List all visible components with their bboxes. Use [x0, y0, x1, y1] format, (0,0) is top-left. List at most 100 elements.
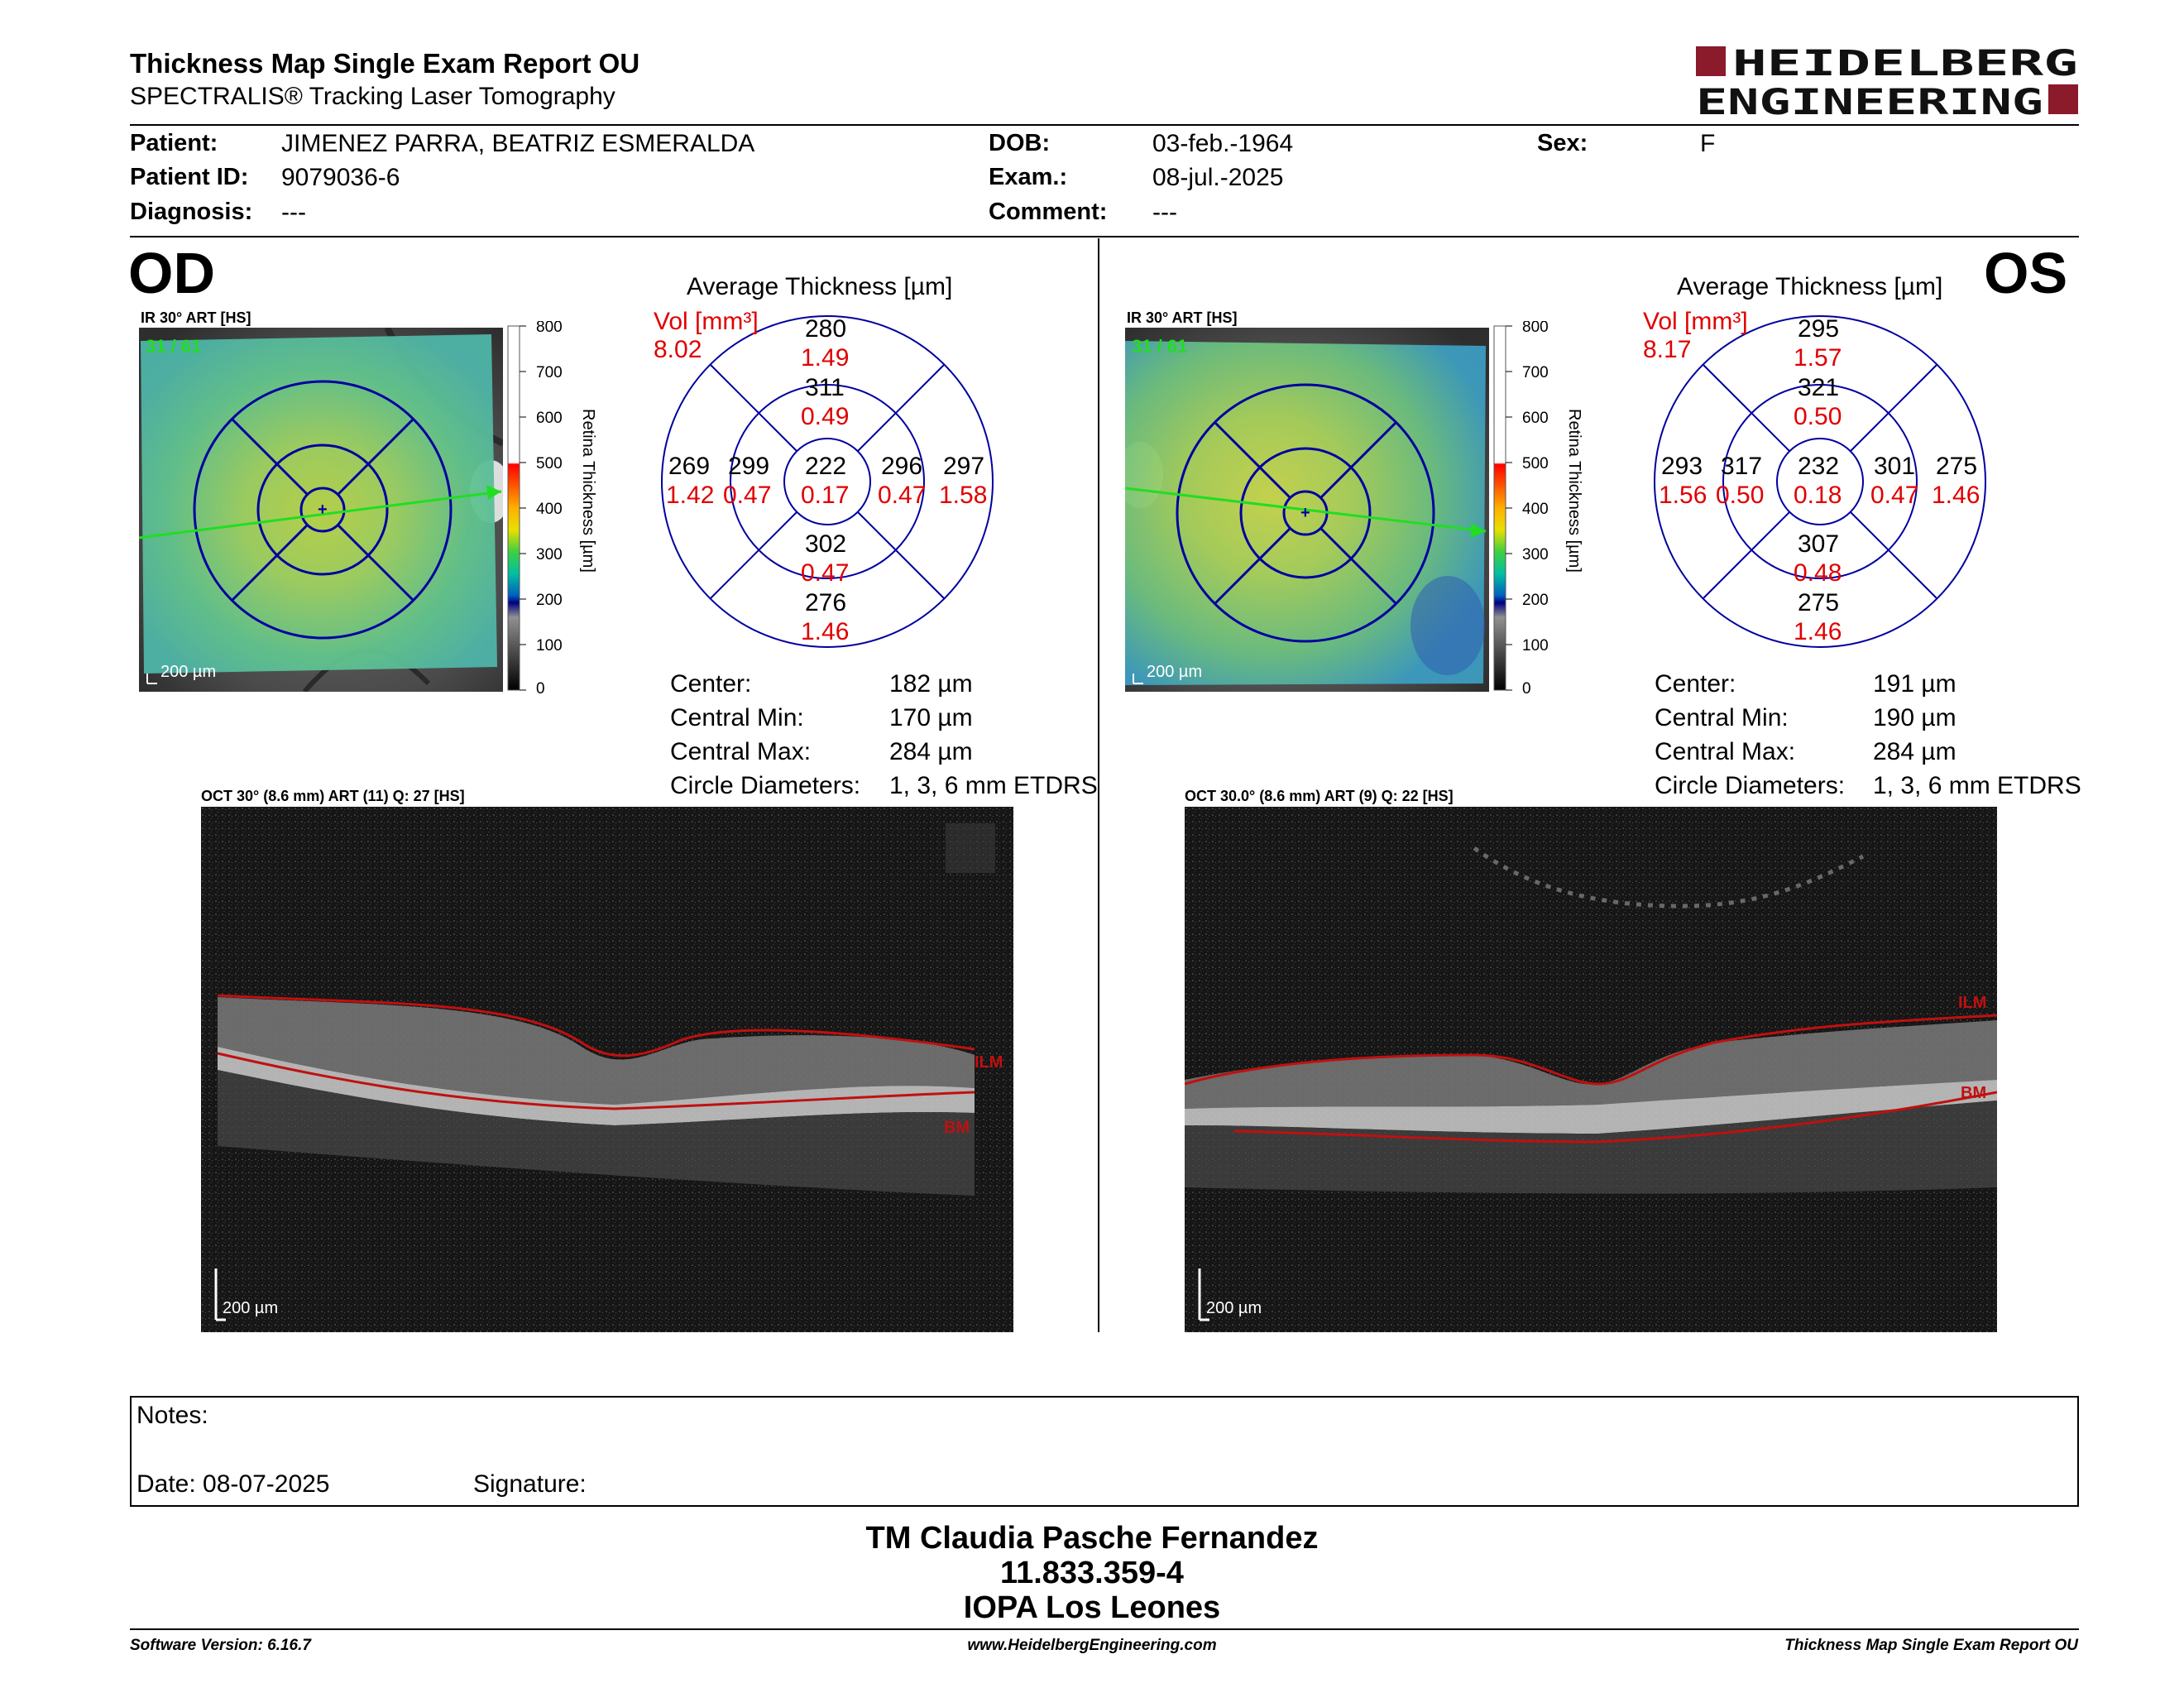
svg-text:300: 300 — [536, 546, 563, 563]
os-inner-inf-volume: 0.48 — [1794, 559, 1842, 587]
report-title: Thickness Map Single Exam Report OU — [130, 48, 640, 79]
footer-report-name: Thickness Map Single Exam Report OU — [1784, 1637, 2078, 1654]
os-outer-right-volume: 1.46 — [1932, 482, 1980, 509]
os-central-max-value: 284 µm — [1873, 738, 1956, 765]
od-inner-right-volume: 0.47 — [878, 482, 927, 509]
os-ilm-line — [1185, 1014, 1997, 1086]
header-divider — [130, 124, 2079, 126]
os-ir-title: IR 30° ART [HS] — [1127, 309, 1238, 326]
os-central-min-label: Central Min: — [1655, 704, 1789, 731]
svg-text:ILM: ILM — [1958, 994, 1986, 1012]
diagnosis-label: Diagnosis: — [130, 199, 253, 225]
svg-text:31 / 61: 31 / 61 — [146, 336, 201, 357]
od-etdrs-grid — [654, 308, 1001, 655]
exam-label: Exam.: — [989, 164, 1068, 190]
svg-text:500: 500 — [1522, 455, 1549, 472]
od-inner-sup-volume: 0.49 — [801, 403, 850, 430]
os-inner-right-thickness: 301 — [1874, 453, 1916, 480]
os-center-label: Center: — [1655, 670, 1736, 698]
od-outer-sup-thickness: 280 — [805, 315, 847, 343]
od-circle-diam-label: Circle Diameters: — [670, 772, 861, 799]
od-central-min-value: 170 µm — [889, 704, 973, 731]
os-scan-line — [1125, 487, 1487, 533]
svg-text:200: 200 — [1522, 592, 1549, 609]
od-center-volume: 0.17 — [801, 482, 850, 509]
svg-text:ILM: ILM — [975, 1053, 1003, 1072]
footer-divider — [130, 1628, 2079, 1630]
svg-text:BM: BM — [1961, 1084, 1986, 1102]
os-inner-sup-volume: 0.50 — [1794, 403, 1842, 430]
od-central-max-value: 284 µm — [889, 738, 973, 765]
svg-text:+: + — [1300, 504, 1310, 522]
os-outer-left-thickness: 293 — [1661, 453, 1703, 480]
svg-text:100: 100 — [1522, 637, 1549, 655]
svg-text:Retina Thickness [µm]: Retina Thickness [µm] — [579, 409, 597, 573]
od-vol-value: 8.02 — [654, 336, 702, 363]
od-oct-title: OCT 30° (8.6 mm) ART (11) Q: 27 [HS] — [201, 788, 465, 804]
od-inner-right-thickness: 296 — [881, 453, 923, 480]
website-link[interactable]: www.HeidelbergEngineering.com — [967, 1637, 1217, 1654]
od-outer-left-volume: 1.42 — [666, 482, 715, 509]
os-oct-title: OCT 30.0° (8.6 mm) ART (9) Q: 22 [HS] — [1185, 788, 1454, 804]
os-colorbar: 800 700 600 500 400 300 200 100 0 Retina… — [1492, 319, 1608, 698]
exam-value: 08-jul.-2025 — [1152, 164, 1284, 191]
software-version: Software Version: 6.16.7 — [130, 1637, 311, 1654]
os-inner-left-thickness: 317 — [1721, 453, 1763, 480]
od-oct-bscan: ILM BM 200 µm — [201, 807, 1013, 1332]
os-center-value: 191 µm — [1873, 670, 1956, 698]
os-outer-inf-thickness: 275 — [1798, 589, 1840, 616]
od-colorbar: 800 700 600 500 400 300 200 100 0 Retina… — [506, 319, 622, 698]
svg-text:200 µm: 200 µm — [1206, 1299, 1262, 1317]
os-central-min-value: 190 µm — [1873, 704, 1956, 731]
os-outer-right-thickness: 275 — [1936, 453, 1978, 480]
os-outer-sup-volume: 1.57 — [1794, 344, 1842, 372]
od-inner-sup-thickness: 311 — [805, 374, 845, 401]
svg-text:200 µm: 200 µm — [160, 663, 216, 681]
diagnosis-value: --- — [281, 199, 306, 226]
sex-value: F — [1700, 130, 1716, 157]
svg-text:600: 600 — [536, 410, 563, 427]
svg-text:700: 700 — [1522, 364, 1549, 381]
patient-label: Patient: — [130, 130, 218, 156]
od-inner-left-thickness: 299 — [728, 453, 770, 480]
os-etdrs-grid — [1646, 308, 1994, 655]
od-fundus-thickness-map: + 31 / 61 200 µm — [139, 328, 503, 692]
os-inner-sup-thickness: 321 — [1798, 374, 1840, 401]
od-map-grid — [193, 380, 453, 640]
os-outer-inf-volume: 1.46 — [1794, 618, 1842, 645]
od-ilm-line — [217, 994, 975, 1057]
od-inner-inf-thickness: 302 — [805, 530, 847, 558]
os-eye-label: OS — [1984, 241, 2068, 305]
svg-text:400: 400 — [1522, 501, 1549, 518]
od-inner-inf-volume: 0.47 — [801, 559, 850, 587]
od-outer-left-thickness: 269 — [668, 453, 711, 480]
os-circle-diam-label: Circle Diameters: — [1655, 772, 1846, 799]
svg-text:HEIDELBERG: HEIDELBERG — [1732, 45, 2078, 84]
svg-text:500: 500 — [536, 455, 563, 472]
od-central-max-label: Central Max: — [670, 738, 812, 765]
os-outer-sup-thickness: 295 — [1798, 315, 1840, 343]
os-inner-inf-thickness: 307 — [1798, 530, 1840, 558]
svg-text:0: 0 — [1522, 680, 1531, 693]
signer-institution: IOPA Los Leones — [963, 1590, 1221, 1625]
notes-date: Date: 08-07-2025 — [136, 1470, 330, 1498]
comment-label: Comment: — [989, 199, 1108, 225]
comment-value: --- — [1152, 199, 1177, 226]
od-vol-label: Vol [mm³] — [654, 308, 759, 335]
sex-label: Sex: — [1537, 130, 1588, 156]
svg-text:BM: BM — [944, 1119, 970, 1137]
svg-text:200 µm: 200 µm — [1147, 663, 1202, 681]
os-inner-right-volume: 0.47 — [1870, 482, 1919, 509]
heidelberg-logo: HEIDELBERG ENGINEERING — [1696, 43, 2078, 123]
os-oct-bscan: ILM BM 200 µm — [1185, 807, 1997, 1332]
od-center-label: Center: — [670, 670, 752, 698]
od-circle-diam-value: 1, 3, 6 mm ETDRS — [889, 772, 1098, 799]
report-subtitle: SPECTRALIS® Tracking Laser Tomography — [130, 83, 615, 110]
svg-text:+: + — [318, 501, 328, 519]
od-bm-line — [217, 1052, 975, 1110]
patient-name: JIMENEZ PARRA, BEATRIZ ESMERALDA — [281, 130, 755, 157]
svg-text:300: 300 — [1522, 546, 1549, 563]
od-inner-left-volume: 0.47 — [723, 482, 772, 509]
od-center-thickness: 222 — [805, 453, 847, 480]
patient-divider — [130, 236, 2079, 237]
